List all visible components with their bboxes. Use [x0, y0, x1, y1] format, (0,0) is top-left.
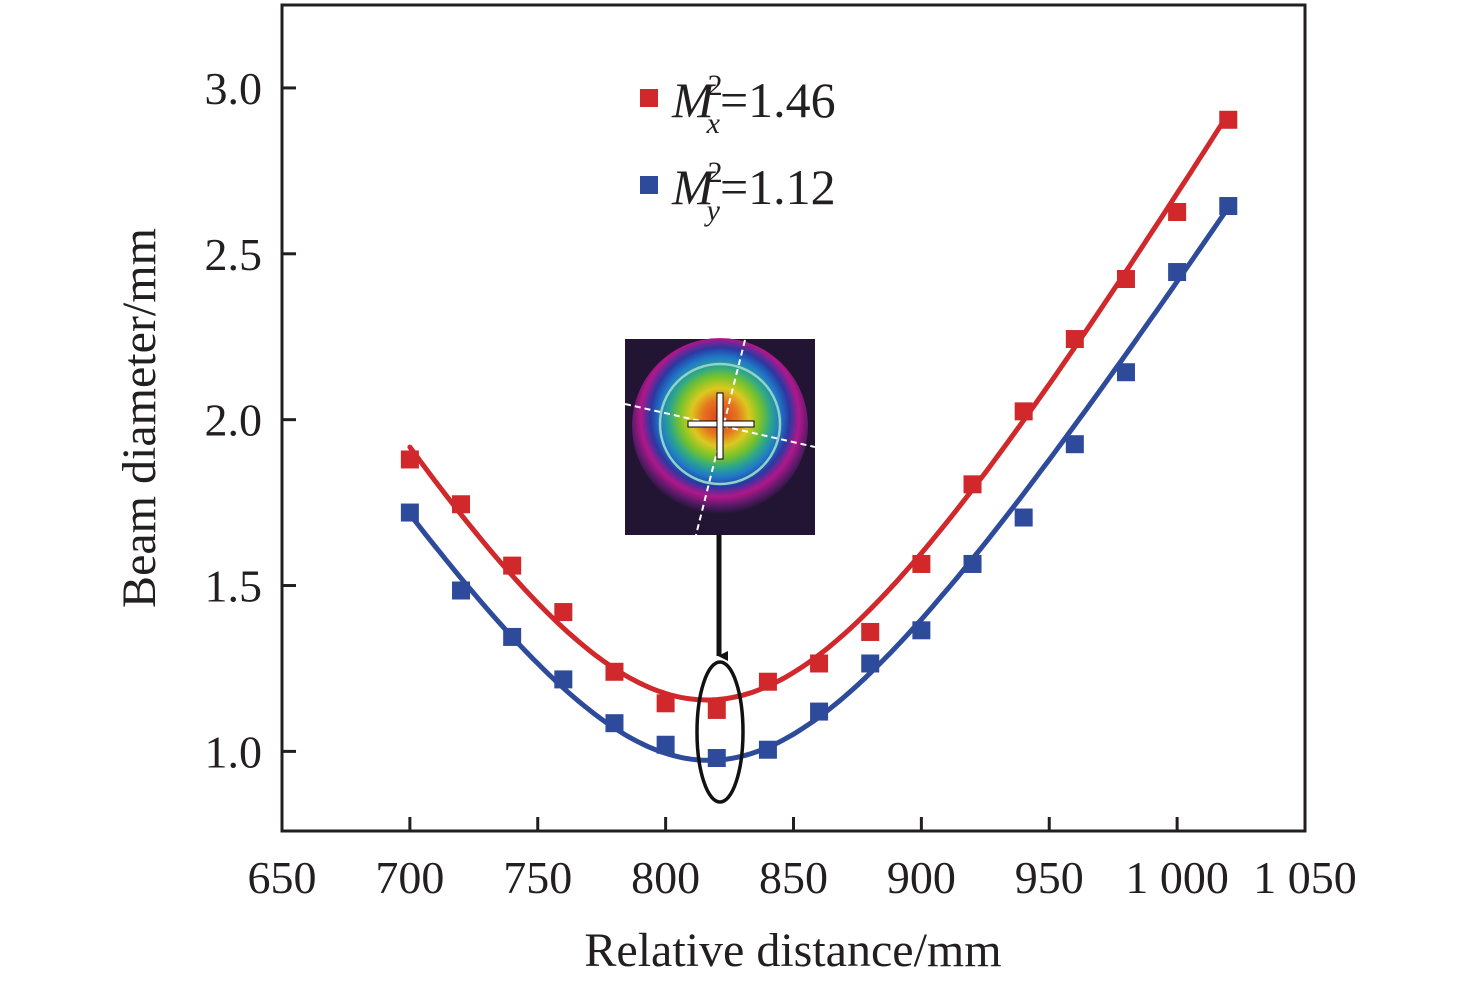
x-tick-label: 750	[503, 852, 572, 903]
legend-marker-blue	[640, 176, 658, 194]
fit-curve-y	[407, 205, 1231, 763]
data-point-y	[758, 740, 777, 759]
legend-sup: 2	[708, 156, 723, 189]
legend-sub: x	[706, 107, 721, 140]
data-point-y	[861, 654, 880, 673]
x-tick-label: 700	[375, 852, 444, 903]
data-point-x	[963, 475, 982, 494]
data-point-x	[758, 672, 777, 691]
legend-item-x: M2 x=1.46	[640, 69, 836, 140]
legend-label-y: M2 y=1.12	[671, 156, 836, 227]
x-tick-label: 1 000	[1125, 852, 1229, 903]
data-point-y	[452, 581, 471, 600]
y-tick-label: 1.0	[205, 726, 263, 777]
data-point-y	[1014, 508, 1033, 527]
data-point-x	[912, 554, 931, 573]
data-point-y	[810, 702, 829, 721]
beam-profile-inset	[624, 338, 816, 536]
data-point-x	[1219, 110, 1238, 129]
data-point-x	[1116, 270, 1135, 289]
data-point-x	[707, 700, 726, 719]
data-point-y	[707, 749, 726, 768]
inset-axis-line-minor	[624, 403, 816, 448]
legend-marker-red	[640, 89, 658, 107]
data-point-x	[1014, 402, 1033, 421]
y-tick-label: 2.0	[205, 395, 263, 446]
data-point-x	[400, 450, 419, 469]
x-tick-label: 900	[887, 852, 956, 903]
x-tick-label: 950	[1015, 852, 1084, 903]
data-point-y	[1065, 435, 1084, 454]
legend-item-y: M2 y=1.12	[640, 156, 836, 227]
data-point-x	[452, 495, 471, 514]
data-point-y	[912, 621, 931, 640]
y-tick-label: 1.5	[205, 561, 263, 612]
legend-sub: y	[704, 194, 721, 227]
data-point-y	[605, 714, 624, 733]
x-tick-label: 800	[631, 852, 700, 903]
data-point-x	[554, 603, 573, 622]
data-point-x	[861, 622, 880, 641]
data-point-y	[1219, 197, 1238, 216]
x-axis-title: Relative distance/mm	[584, 924, 1001, 977]
legend: M2 x=1.46 M2 y=1.12	[640, 69, 836, 227]
annotation-ellipse	[695, 660, 745, 804]
x-tick-label: 1 050	[1253, 852, 1357, 903]
x-axis: 650 700 750 800 850 900 950 1 000 1 050	[248, 817, 1357, 903]
legend-symbol: M	[671, 72, 716, 128]
data-point-y	[554, 670, 573, 689]
data-point-y	[503, 627, 522, 646]
y-tick-label: 2.5	[205, 229, 263, 280]
x-tick-label: 650	[248, 852, 317, 903]
inset-crosshair-v	[716, 392, 724, 460]
data-point-x	[1168, 202, 1187, 221]
data-point-y	[1116, 363, 1135, 382]
y-axis-title: Beam diameter/mm	[113, 228, 166, 608]
legend-symbol: M	[671, 159, 716, 215]
inset-fit-circle	[658, 362, 782, 486]
data-point-x	[605, 662, 624, 681]
legend-value: =1.12	[720, 159, 836, 215]
data-point-x	[503, 556, 522, 575]
data-points	[400, 110, 1238, 768]
x-tick-label: 850	[759, 852, 828, 903]
legend-label-x: M2 x=1.46	[671, 69, 836, 140]
data-point-y	[400, 503, 419, 522]
y-axis: 1.0 1.5 2.0 2.5 3.0	[205, 63, 296, 777]
data-point-y	[656, 735, 675, 754]
y-tick-label: 3.0	[205, 63, 263, 114]
data-point-x	[810, 654, 829, 673]
data-point-x	[1065, 330, 1084, 349]
data-point-x	[656, 694, 675, 713]
data-point-y	[963, 554, 982, 573]
data-point-y	[1168, 263, 1187, 282]
legend-value: =1.46	[720, 72, 836, 128]
legend-sup: 2	[708, 69, 723, 102]
